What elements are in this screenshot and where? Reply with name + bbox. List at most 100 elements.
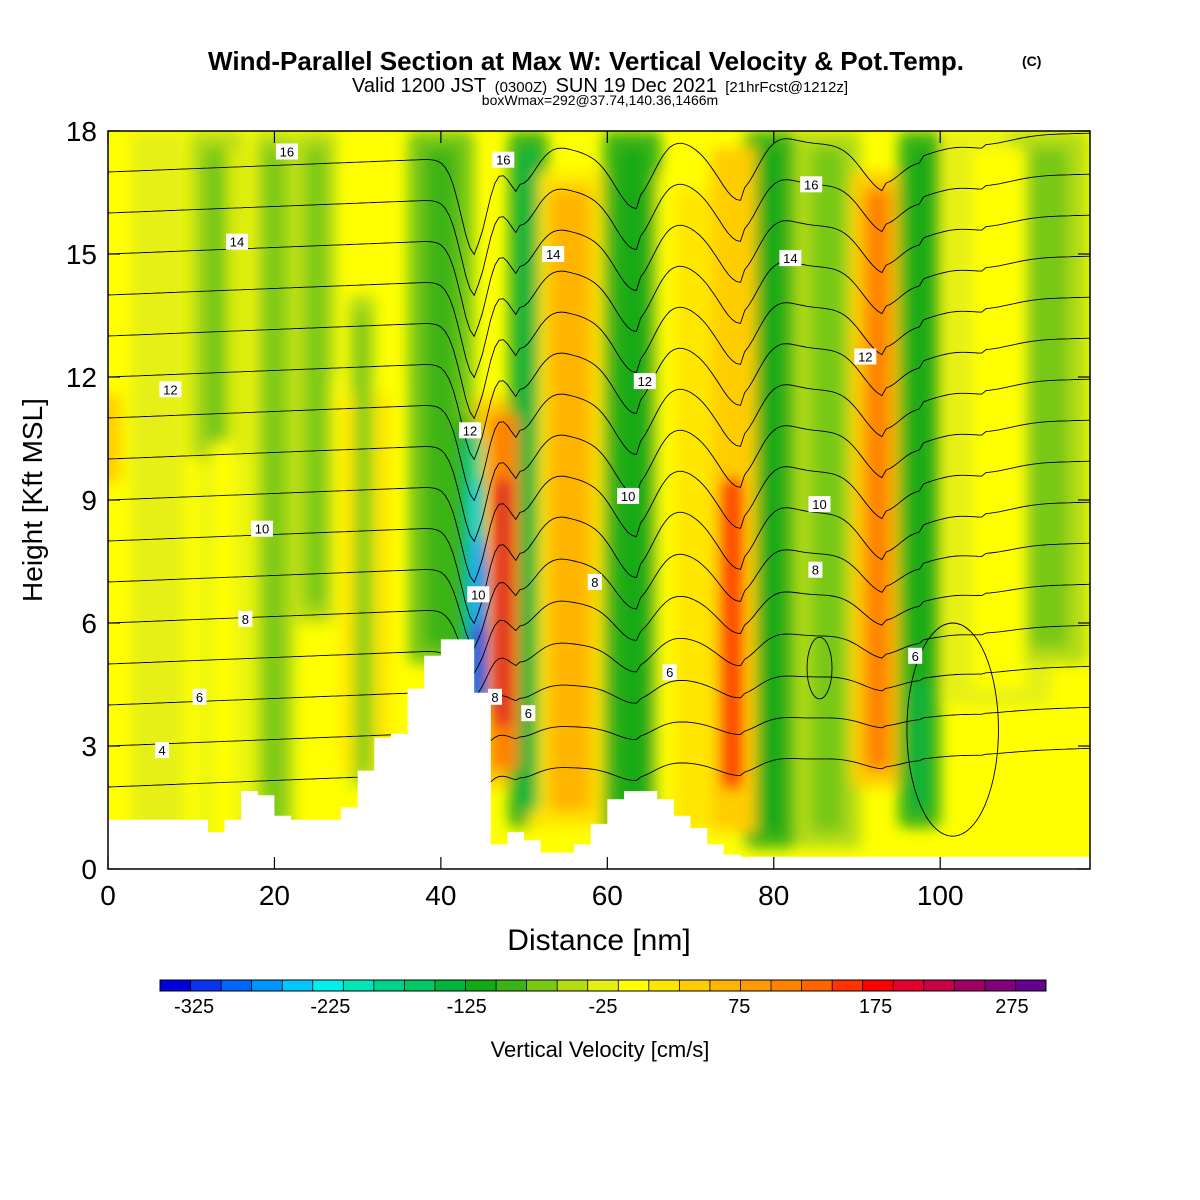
- colorbar-tick-label: -225: [310, 996, 350, 1018]
- contour-label-text: 16: [280, 145, 294, 160]
- x-tick-label: 0: [100, 880, 116, 911]
- colorbar-swatch: [679, 980, 711, 991]
- velocity-band: [355, 311, 369, 771]
- contour-label: 16: [800, 176, 823, 193]
- theta-contour-line: [108, 624, 1090, 699]
- colorbar: -325 -225 -125 -25 75 175 275: [159, 979, 1047, 1018]
- theta-contour-line: [108, 419, 1090, 543]
- colorbar-swatch: [984, 980, 1016, 991]
- contour-label-text: 12: [163, 382, 177, 397]
- contour-label: 6: [192, 688, 207, 705]
- colorbar-tick-label: 75: [728, 996, 750, 1018]
- contour-label-text: 14: [230, 235, 244, 250]
- theta-contours: [108, 132, 1090, 837]
- contour-label: 8: [488, 688, 502, 705]
- colorbar-swatch: [1015, 980, 1047, 991]
- velocity-core: [723, 479, 741, 787]
- contour-label-text: 8: [491, 690, 498, 705]
- x-tick-label: 80: [758, 880, 789, 911]
- contour-label: 4: [155, 742, 170, 759]
- velocity-band: [1028, 147, 1069, 648]
- colorbar-swatch: [465, 980, 497, 991]
- contour-label: 8: [808, 561, 823, 578]
- theta-contour-closed: [906, 622, 999, 837]
- colorbar-frame: [159, 979, 1047, 992]
- contour-labels: 16 16 16 14 14 14 12 12 12 12 10 10 10 10 8 8 8 8 6 6 6 6 4: [155, 143, 923, 759]
- colorbar-swatch: [526, 980, 558, 991]
- contour-label-text: 6: [525, 706, 532, 721]
- colorbar-swatch: [923, 980, 955, 991]
- y-tick-label: 0: [81, 854, 97, 885]
- contour-label: 10: [251, 520, 273, 537]
- x-axis: 0 20 40 60 80 100: [100, 131, 964, 911]
- contour-label-text: 10: [621, 489, 635, 504]
- colorbar-swatch: [434, 980, 466, 991]
- chart-subtitle-2: boxWmax=292@37.74,140.36,1466m: [482, 92, 718, 108]
- contour-label: 6: [662, 664, 677, 681]
- contour-label: 16: [275, 143, 298, 160]
- colorbar-swatch: [832, 980, 863, 991]
- contour-label: 12: [854, 348, 877, 365]
- velocity-band: [108, 393, 122, 484]
- velocity-core: [497, 479, 508, 726]
- theta-contour-line: [108, 378, 1090, 502]
- velocity-band: [202, 147, 230, 443]
- contour-label-text: 12: [463, 423, 477, 438]
- plot-area: 16 16 16 14 14 14 12 12 12 12 10 10 10 10 8 8 8 8 6 6 6 6 4: [107, 130, 1091, 870]
- contour-label-text: 12: [858, 350, 872, 365]
- y-tick-label: 9: [81, 485, 97, 516]
- velocity-band: [341, 393, 358, 771]
- contour-label-text: 14: [546, 247, 560, 262]
- colorbar-swatch: [190, 980, 222, 991]
- contour-label: 14: [779, 250, 802, 267]
- colorbar-tick-label: -25: [589, 996, 618, 1018]
- colorbar-tick-label: -325: [174, 996, 214, 1018]
- theta-contour-line: [108, 706, 1090, 757]
- contour-label-text: 8: [812, 563, 819, 578]
- contour-label-text: 12: [638, 374, 652, 389]
- x-tick-label: 100: [917, 880, 964, 911]
- colorbar-swatch: [343, 980, 375, 991]
- contour-label: 12: [159, 381, 182, 398]
- colorbar-swatch: [160, 980, 191, 991]
- velocity-band: [548, 188, 592, 812]
- contour-label: 10: [467, 586, 490, 603]
- colorbar-swatch: [496, 980, 527, 991]
- colorbar-swatch: [312, 980, 344, 991]
- velocity-band: [911, 680, 928, 812]
- colorbar-swatch: [557, 980, 589, 991]
- copyright-mark: (C): [1022, 53, 1041, 69]
- colorbar-swatch: [740, 980, 772, 991]
- theta-contour-line: [108, 583, 1090, 674]
- velocity-band: [756, 147, 783, 833]
- colorbar-swatch: [587, 980, 619, 991]
- contour-label: 12: [459, 422, 481, 439]
- colorbar-swatch: [251, 980, 283, 991]
- colorbar-tick-label: 275: [995, 996, 1028, 1018]
- velocity-band: [811, 147, 845, 833]
- theta-contour-line: [108, 132, 1090, 256]
- y-axis-label: Height [Kft MSL]: [17, 398, 48, 602]
- colorbar-swatch: [282, 980, 314, 991]
- velocity-band: [971, 147, 1026, 689]
- contour-label: 14: [226, 233, 248, 250]
- contour-label: 8: [587, 574, 602, 590]
- colorbar-swatch: [404, 980, 436, 991]
- contour-label-text: 10: [471, 587, 485, 602]
- x-axis-label: Distance [nm]: [507, 924, 690, 957]
- y-axis: 0 3 6 9 12 15 18: [66, 116, 1090, 885]
- contour-label: 14: [542, 246, 565, 262]
- x-tick-label: 20: [259, 880, 290, 911]
- theta-contour-line: [108, 542, 1090, 650]
- y-tick-label: 3: [81, 731, 97, 762]
- colorbar-tick-label: 175: [859, 996, 892, 1018]
- y-tick-label: 18: [66, 116, 97, 147]
- theta-contour-closed: [806, 636, 833, 700]
- theta-contour-line: [108, 665, 1090, 724]
- chart-title: Wind-Parallel Section at Max W: Vertical…: [208, 46, 964, 76]
- contour-label: 12: [633, 373, 656, 390]
- y-tick-label: 6: [81, 608, 97, 639]
- velocity-band: [264, 147, 285, 853]
- velocity-band: [864, 188, 892, 771]
